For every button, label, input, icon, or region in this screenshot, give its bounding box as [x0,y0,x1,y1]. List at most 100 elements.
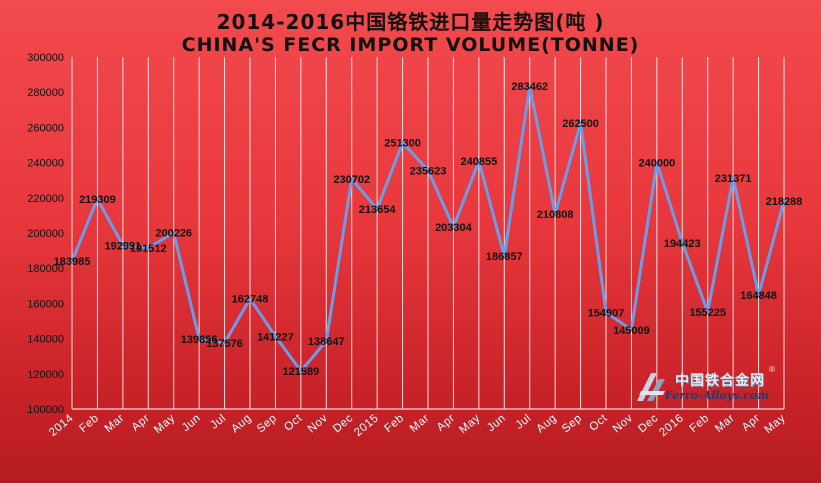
x-tick-label: Nov [306,412,331,435]
data-point [706,310,710,314]
data-label: 145009 [613,325,650,337]
data-point [680,241,684,245]
data-point [477,159,481,163]
y-tick-label: 160000 [27,298,64,310]
data-point [579,121,583,125]
data-label: 186857 [486,251,523,263]
data-label: 240855 [460,156,497,168]
data-point [121,243,125,247]
y-tick-label: 200000 [27,228,64,240]
data-label: 200226 [155,228,192,240]
watermark: 中国铁合金网 Ferro-Alloys.com ® [635,365,795,409]
data-point [655,161,659,165]
y-tick-label: 220000 [27,193,64,205]
data-label: 194423 [664,238,701,250]
data-label: 235623 [410,165,447,177]
x-tick-label: 2014 [47,412,76,439]
data-point [375,207,379,211]
y-tick-label: 260000 [27,122,64,134]
data-label: 121589 [282,366,319,378]
x-tick-label: Sep [255,412,280,435]
data-point [604,310,608,314]
data-label: 154907 [588,307,625,319]
data-label: 191512 [130,243,167,255]
data-point [172,231,176,235]
x-tick-label: Apr [130,412,153,434]
data-point [401,141,405,145]
data-point [70,259,74,263]
x-tick-label: 2016 [657,412,686,439]
data-point [324,339,328,343]
data-point [629,328,633,332]
data-label: 137576 [206,338,243,350]
y-tick-label: 300000 [27,52,64,64]
x-tick-label: Jun [485,412,508,434]
data-label: 231371 [715,173,752,185]
x-tick-label: Apr [435,412,458,434]
x-tick-label: Aug [535,412,560,435]
data-label: 139856 [181,334,218,346]
ferro-alloys-logo-icon [637,373,665,401]
data-label: 219309 [79,194,116,206]
data-label: 213654 [359,204,397,216]
x-tick-label: Mar [103,412,127,435]
x-tick-label: May [152,412,178,436]
data-point [451,225,455,229]
data-point [223,341,227,345]
x-tick-label: Mar [713,412,737,435]
data-label: 162748 [232,294,269,306]
x-tick-label: Jun [180,412,203,434]
data-label: 183985 [54,256,91,268]
data-label: 192991 [104,240,141,252]
chart-subtitle: CHINA'S FECR IMPORT VOLUME(TONNE) [181,34,640,56]
data-label: 262500 [562,118,599,130]
x-tick-label: Oct [587,412,610,434]
x-tick-label: Feb [77,412,101,435]
x-tick-label: Jul [208,412,228,432]
data-point [757,293,761,297]
data-point [273,334,277,338]
x-tick-label: Apr [740,412,763,434]
x-tick-label: 2015 [352,412,381,439]
data-label: 155225 [689,307,726,319]
y-tick-label: 180000 [27,263,64,275]
data-point [146,246,150,250]
x-tick-label: Sep [560,412,585,435]
data-point [299,369,303,373]
data-label: 210808 [537,209,574,221]
data-point [731,176,735,180]
data-label: 138647 [308,336,345,348]
data-label: 164848 [740,290,777,302]
data-point [248,297,252,301]
x-tick-label: Aug [229,412,254,435]
y-tick-label: 140000 [27,334,64,346]
x-tick-label: Dec [331,412,356,435]
y-tick-label: 100000 [27,404,64,416]
data-point [782,199,786,203]
x-tick-label: Oct [282,412,305,434]
x-tick-label: Dec [636,412,661,435]
watermark-cn: 中国铁合金网 [675,373,765,389]
data-label: 251300 [384,138,421,150]
x-tick-label: Nov [611,412,636,435]
data-label: 141227 [257,331,294,343]
data-point [528,84,532,88]
data-point [553,212,557,216]
registered-mark: ® [769,365,775,374]
data-label: 203304 [435,222,473,234]
chart-title: 2014-2016中国铬铁进口量走势图(吨 ) [216,10,605,34]
x-tick-label: Mar [408,412,432,435]
data-point [350,177,354,181]
data-label: 240000 [638,158,675,170]
data-point [197,337,201,341]
data-point [95,197,99,201]
x-tick-label: Jul [514,412,534,432]
y-tick-label: 280000 [27,87,64,99]
data-label: 218288 [766,196,803,208]
x-tick-label: May [762,412,788,436]
x-tick-label: May [457,412,483,436]
x-tick-label: Feb [688,412,712,435]
data-label: 230702 [333,174,370,186]
